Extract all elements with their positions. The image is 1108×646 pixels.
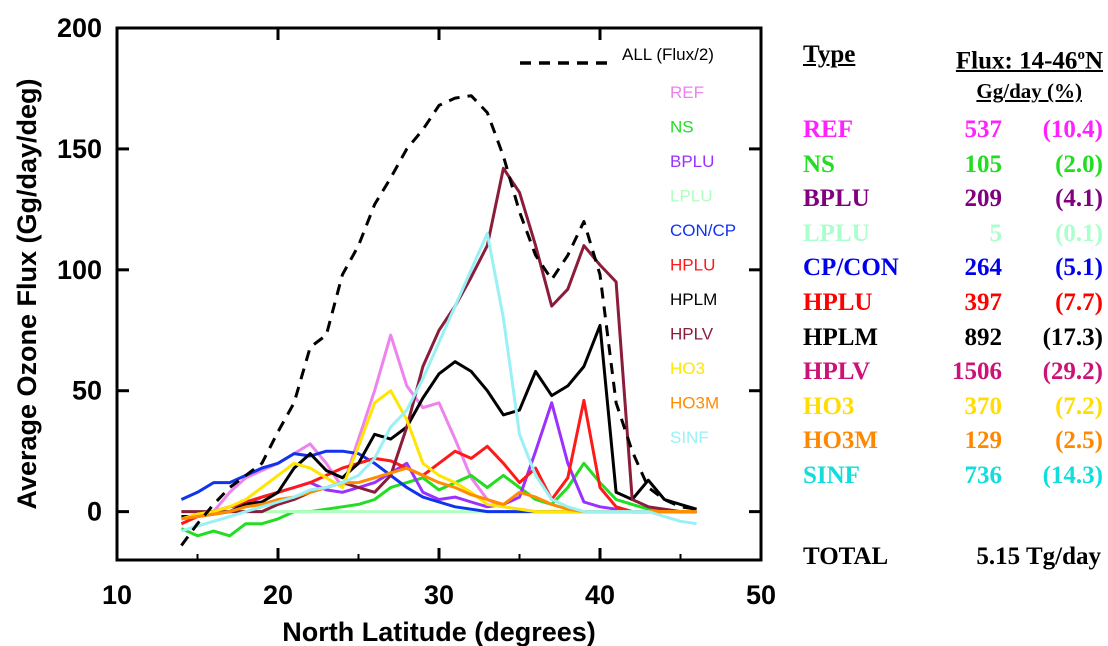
table-cell-percent: (2.0): [1055, 150, 1103, 178]
series-line-all-flux-2: [180, 94, 697, 547]
table-cell-type: NS: [803, 150, 835, 178]
x-tick-label: 40: [585, 580, 615, 610]
series-line-ns: [180, 461, 697, 538]
table-row: HPLM 892 (17.3): [803, 323, 1103, 353]
legend-label-ho3: HO3: [670, 359, 705, 378]
table-subheader-row: Gg/day (%): [803, 76, 1103, 106]
table-cell-percent: (14.3): [1042, 462, 1103, 489]
table-cell-flux: 736: [964, 462, 1003, 489]
table-cell-type: BPLU: [803, 185, 870, 213]
table-cell-type: HPLU: [803, 289, 873, 316]
series-line-sinf: [180, 232, 697, 533]
legend-label-hplu: HPLU: [670, 256, 715, 275]
table-cell-type: HO3M: [803, 427, 878, 455]
legend-label-lplu: LPLU: [670, 187, 713, 206]
table-cell-flux: 537: [964, 116, 1003, 143]
y-tick-label: 0: [87, 497, 102, 527]
y-axis-label: Average Ozone Flux (Gg/day/deg): [12, 78, 42, 509]
table-header-flux-sup: o: [1077, 47, 1085, 63]
table-cell-percent: (7.2): [1055, 392, 1103, 420]
table-cell-flux: 105: [964, 150, 1003, 178]
table-cell-flux: 397: [964, 289, 1003, 316]
table-row: LPLU 5 (0.1): [803, 219, 1103, 249]
legend-label-ref: REF: [670, 83, 704, 102]
table-cell-flux: 209: [964, 185, 1003, 213]
y-tick-label: 150: [57, 134, 102, 164]
series-line-hplu: [180, 398, 697, 526]
table-row: HO3M 129 (2.5): [803, 426, 1103, 456]
x-tick-label: 10: [102, 580, 132, 610]
table-cell-type: CP/CON: [803, 254, 899, 282]
table-cell-type: LPLU: [803, 219, 870, 247]
table-row: HPLU 397 (7.7): [803, 288, 1103, 318]
table-cell-percent: (5.1): [1055, 254, 1103, 282]
table-row: HPLV 1506 (29.2): [803, 357, 1103, 387]
table-cell-type: HPLV: [803, 358, 871, 386]
x-axis: 10 20 30 40 50: [102, 28, 776, 610]
table-cell-flux: 5: [989, 219, 1003, 247]
x-tick-label: 50: [746, 580, 776, 610]
table-row: SINF 736 (14.3): [803, 461, 1103, 491]
y-tick-label: 50: [72, 376, 102, 406]
table-cell-percent: (2.5): [1055, 427, 1103, 455]
table-header-row: Type Flux: 14-46oN: [803, 40, 1103, 74]
legend-label-bplu: BPLU: [670, 152, 714, 171]
series-line-hplv: [181, 166, 697, 514]
table-cell-type: SINF: [803, 462, 860, 489]
x-tick-label: 20: [263, 580, 293, 610]
table-cell-flux: 892: [964, 323, 1003, 351]
table-cell-percent: (10.4): [1042, 116, 1103, 143]
x-tick-label: 30: [424, 580, 454, 610]
y-tick-label: 100: [57, 255, 102, 285]
table-cell-percent: (29.2): [1042, 358, 1103, 386]
table-cell-percent: (17.3): [1042, 323, 1103, 351]
table-cell-percent: (7.7): [1055, 289, 1103, 316]
table-row: HO3 370 (7.2): [803, 392, 1103, 422]
legend-label-hplm: HPLM: [670, 290, 717, 309]
table-total-label: TOTAL: [803, 543, 889, 570]
table-cell-type: HPLM: [803, 323, 878, 351]
series-layer: [180, 94, 698, 547]
x-axis-label: North Latitude (degrees): [282, 617, 596, 646]
table-cell-type: HO3: [803, 392, 855, 420]
table-cell-flux: 264: [964, 254, 1003, 282]
table-header-flux-suffix: N: [1084, 47, 1103, 75]
table-header-flux-prefix: Flux: 14-46: [955, 47, 1078, 75]
table-subheader: Gg/day (%): [976, 79, 1082, 103]
y-axis: 0 50 100 150 200: [57, 13, 761, 527]
table-total-row: TOTAL 5.15 Tg/day: [803, 542, 1103, 572]
legend-label-sinf: SINF: [670, 428, 709, 447]
table-cell-type: REF: [803, 116, 853, 143]
table-row: CP/CON 264 (5.1): [803, 253, 1103, 283]
table-row: REF 537 (10.4): [803, 115, 1103, 145]
table-row: NS 105 (2.0): [803, 150, 1103, 180]
table-cell-flux: 129: [964, 427, 1003, 455]
legend-label-ho3m: HO3M: [670, 394, 719, 413]
table-cell-percent: (0.1): [1055, 219, 1103, 247]
legend: ALL (Flux/2) REF NS BPLU LPLU CON/CP HPLU HPLM H…: [520, 45, 736, 447]
series-line-ref: [180, 333, 697, 526]
legend-label-ns: NS: [670, 118, 694, 137]
table-cell-flux: 1506: [952, 358, 1002, 386]
table-cell-flux: 370: [964, 392, 1003, 420]
legend-label-hplv: HPLV: [670, 325, 714, 344]
table-header-type: Type: [803, 41, 856, 68]
table-cell-percent: (4.1): [1055, 185, 1103, 213]
series-line-hplm: [181, 323, 698, 518]
legend-label-con-cp: CON/CP: [670, 221, 736, 240]
table-header-flux: Flux: 14-46oN: [956, 40, 1103, 76]
table-total-value: 5.15 Tg/day: [976, 543, 1101, 570]
table-row: BPLU 209 (4.1): [803, 184, 1103, 214]
y-tick-label: 200: [57, 13, 102, 43]
legend-label-all: ALL (Flux/2): [622, 45, 714, 64]
